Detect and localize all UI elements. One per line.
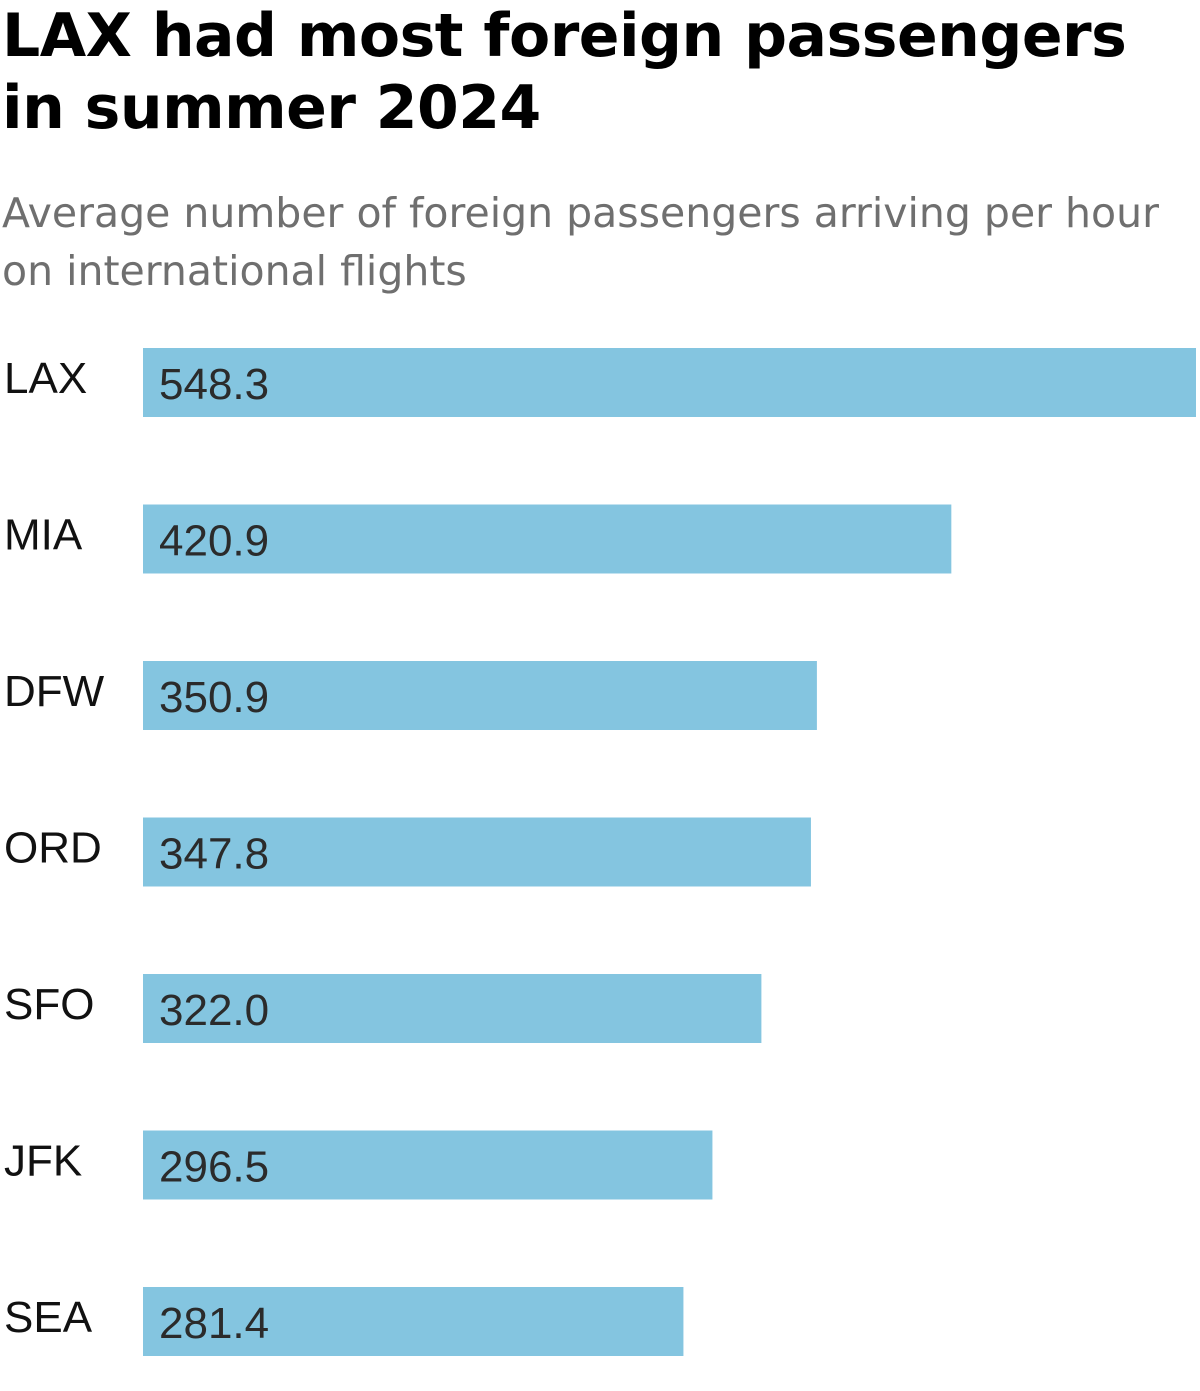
bar-lax	[143, 348, 1196, 417]
bar-sea	[143, 1287, 684, 1356]
value-label-jfk: 296.5	[159, 1143, 269, 1192]
bar-jfk	[143, 1130, 713, 1200]
value-label-sea: 281.4	[159, 1299, 269, 1348]
category-label-ord: ORD	[4, 824, 102, 873]
value-label-lax: 548.3	[159, 360, 269, 409]
value-label-sfo: 322.0	[159, 986, 269, 1035]
category-label-lax: LAX	[4, 354, 87, 403]
bar-ord	[143, 817, 811, 887]
chart-title: LAX had most foreign passengers in summe…	[2, 1, 1127, 143]
category-label-sfo: SFO	[4, 980, 94, 1029]
bar-chart: LAX 548.3 MIA 420.9 DFW 350.9 ORD 347.8 SFO 322.0…	[4, 348, 1196, 1356]
chart-subtitle: Average number of foreign passengers arr…	[2, 189, 1159, 295]
category-label-dfw: DFW	[4, 667, 105, 716]
value-label-ord: 347.8	[159, 830, 269, 879]
bar-dfw	[143, 661, 817, 730]
category-label-jfk: JFK	[4, 1137, 82, 1186]
category-label-sea: SEA	[4, 1293, 93, 1342]
value-label-dfw: 350.9	[159, 673, 269, 722]
category-label-mia: MIA	[4, 511, 83, 560]
bar-sfo	[143, 974, 762, 1043]
bar-mia	[143, 504, 952, 574]
value-label-mia: 420.9	[159, 517, 269, 566]
